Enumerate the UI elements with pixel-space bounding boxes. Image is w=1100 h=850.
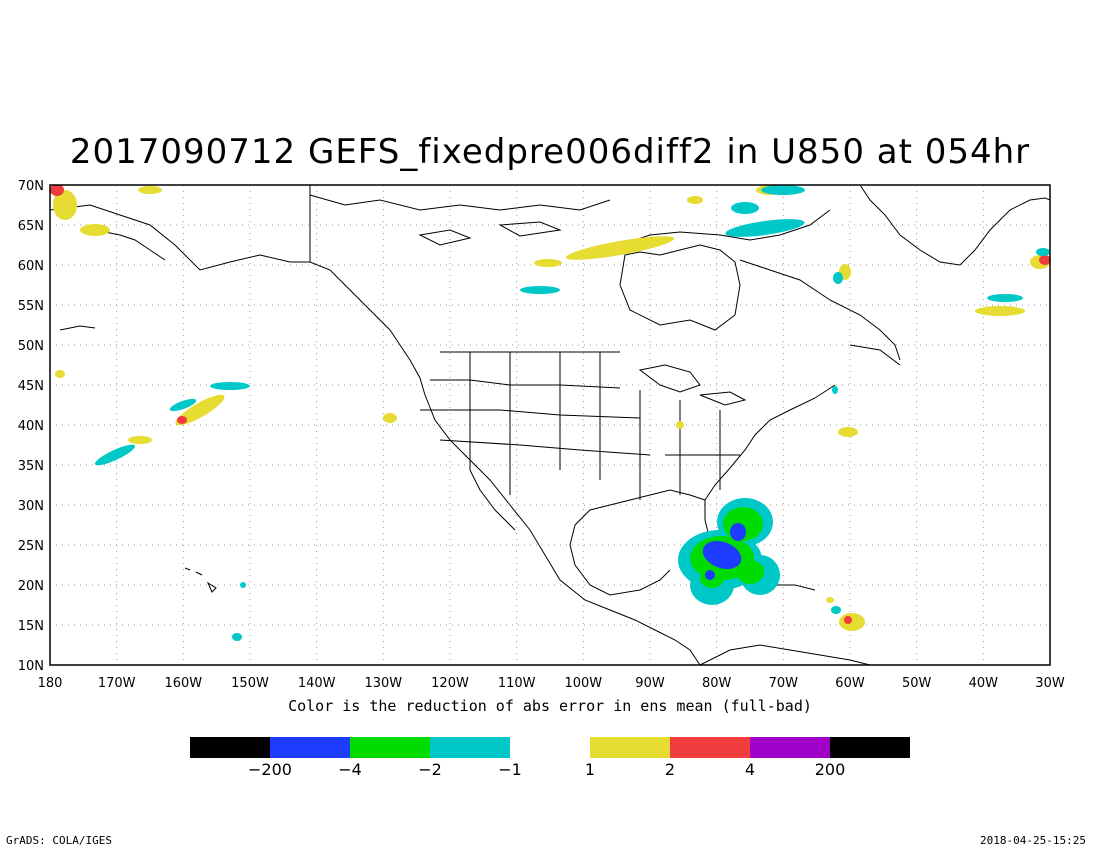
lat-tick-label: 15N [18,619,44,634]
lon-tick-label: 70W [769,676,799,691]
colorbar-label: 200 [814,760,846,779]
lat-tick-label: 40N [18,419,44,434]
lat-tick-label: 55N [18,299,44,314]
footer-software-label: GrADS: COLA/IGES [6,834,112,847]
lon-tick-label: 40W [969,676,999,691]
footer-timestamp: 2018-04-25-15:25 [980,834,1086,847]
colorbar-swatch [670,737,750,758]
plot-title: 2017090712 GEFS_fixedpre006diff2 in U850… [69,132,1031,172]
colorbar-label: 1 [584,760,596,779]
lon-tick-label: 120W [431,676,469,691]
lat-tick-label: 25N [18,539,44,554]
lon-tick-label: 160W [164,676,202,691]
lat-tick-label: 60N [18,259,44,274]
colorbar-label: 4 [744,760,756,779]
lon-tick-label: 80W [702,676,732,691]
lat-tick-label: 20N [18,579,44,594]
axis-labels: 70N 65N 60N 55N 50N 45N 40N 35N 30N 25N 20N 15N 10N 1… [18,179,1065,691]
x-axis-caption: Color is the reduction of abs error in e… [288,697,812,715]
colorbar-swatch [830,737,910,758]
colorbar-swatch [750,737,830,758]
lon-tick-label: 130W [364,676,402,691]
colorbar-swatch [590,737,670,758]
lat-tick-label: 50N [18,339,44,354]
lon-tick-label: 140W [298,676,336,691]
lon-tick-label: 110W [498,676,536,691]
lon-tick-label: 50W [902,676,932,691]
colorbar-label: 2 [664,760,676,779]
lon-tick-label: 30W [1035,676,1065,691]
colorbar-label: −1 [498,760,522,779]
colorbar-swatch [270,737,350,758]
lon-tick-label: 180 [38,676,63,691]
colorbar-swatch [350,737,430,758]
map-gridlines [50,185,1050,665]
map-frame [49,184,1051,666]
lat-tick-label: 45N [18,379,44,394]
lon-tick-label: 100W [564,676,602,691]
lat-tick-label: 70N [18,179,44,194]
lat-tick-label: 30N [18,499,44,514]
lat-tick-label: 65N [18,219,44,234]
lon-tick-label: 90W [635,676,665,691]
error-reduction-field [50,185,1050,641]
lat-tick-label: 35N [18,459,44,474]
lat-tick-label: 10N [18,659,44,674]
colorbar-label: −2 [418,760,442,779]
colorbar-swatch [430,737,510,758]
colorbar-label: −200 [248,760,292,779]
colorbar-swatch [190,737,270,758]
lon-tick-label: 150W [231,676,269,691]
lon-tick-label: 60W [835,676,865,691]
lon-tick-label: 170W [98,676,136,691]
colorbar-label: −4 [338,760,362,779]
